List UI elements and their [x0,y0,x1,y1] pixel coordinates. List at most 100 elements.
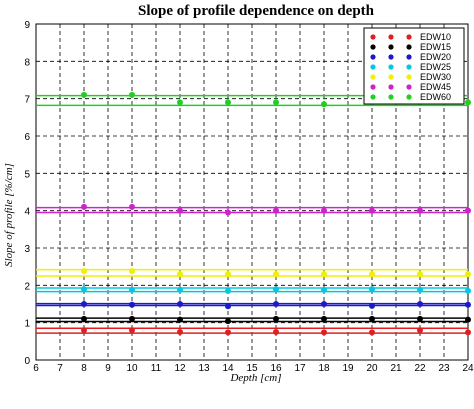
legend-label-edw20: EDW20 [420,52,451,62]
point-edw45 [225,209,231,216]
point-edw45 [369,207,375,214]
point-edw25 [321,286,327,293]
legend-box [363,27,465,105]
y-tick-label: 8 [24,57,30,68]
point-edw15 [273,315,279,322]
point-edw25 [465,287,471,294]
y-tick-label: 6 [24,132,30,143]
point-edw15 [321,315,327,322]
legend-marker-edw20 [406,54,412,60]
point-edw60 [129,91,135,98]
point-edw10 [417,327,423,334]
x-tick-label: 20 [366,363,378,374]
point-edw10 [81,327,87,334]
series-bands [36,94,468,334]
legend-label-edw45: EDW45 [420,82,451,92]
point-edw30 [225,271,231,278]
point-edw10 [321,329,327,336]
y-tick-label: 4 [24,207,30,218]
x-tick-label: 9 [105,363,111,374]
legend-marker-edw15 [406,44,412,50]
point-edw30 [177,271,183,278]
point-edw25 [369,286,375,293]
x-tick-label: 6 [33,363,39,374]
point-edw25 [417,286,423,293]
point-edw15 [369,315,375,322]
point-edw10 [225,329,231,336]
x-tick-label: 17 [294,363,306,374]
legend-marker-edw45 [370,84,376,90]
legend-marker-edw15 [388,44,394,50]
legend-marker-edw60 [406,94,412,100]
point-edw20 [465,301,471,308]
legend-marker-edw10 [370,34,376,40]
x-tick-label: 14 [222,363,234,374]
legend-label-edw25: EDW25 [420,62,451,72]
x-tick-label: 24 [462,363,474,374]
point-edw20 [273,301,279,307]
point-edw20 [129,301,135,308]
x-tick-label: 18 [318,363,330,374]
point-edw30 [417,271,423,278]
point-edw15 [225,318,231,325]
point-edw60 [225,99,231,106]
legend-marker-edw20 [370,54,376,60]
point-edw25 [273,286,279,293]
x-tick-label: 15 [246,363,258,374]
point-edw20 [369,302,375,309]
point-edw25 [177,286,183,293]
x-tick-label: 16 [270,363,282,374]
point-edw25 [225,287,231,294]
legend-label-edw10: EDW10 [420,32,451,42]
point-edw45 [321,207,327,214]
x-tick-label: 10 [126,363,138,374]
point-edw60 [177,99,183,106]
point-edw25 [129,286,135,293]
point-edw45 [177,207,183,214]
legend-marker-edw45 [406,84,412,90]
y-tick-label: 5 [24,169,30,180]
point-edw45 [417,207,423,214]
legend-marker-edw20 [388,54,394,60]
point-edw20 [417,301,423,307]
point-edw30 [369,271,375,278]
y-axis-ticks: 0 1 2 3 4 5 6 7 8 9 [24,20,30,367]
point-edw60 [465,99,471,106]
x-tick-label: 7 [57,363,63,374]
point-edw30 [273,271,279,278]
x-tick-label: 21 [390,363,402,374]
point-edw30 [81,268,87,275]
point-edw10 [369,329,375,336]
x-tick-label: 11 [151,363,162,374]
point-edw15 [417,315,423,322]
point-edw25 [81,286,87,293]
y-tick-label: 3 [24,244,30,255]
point-edw45 [81,203,87,210]
point-edw15 [129,315,135,322]
legend-marker-edw30 [388,74,394,80]
x-axis-ticks: 6 7 8 9 10 11 12 13 14 15 16 17 18 19 20 21 22 23 24 [33,363,474,374]
point-edw10 [465,329,471,336]
legend-marker-edw60 [388,94,394,100]
y-axis-label: Slope of profile [%/cm] [3,163,15,267]
point-edw60 [273,99,279,106]
point-edw10 [129,327,135,334]
point-edw10 [273,329,279,335]
y-tick-label: 9 [24,20,30,31]
y-tick-label: 0 [24,356,30,367]
point-edw30 [129,268,135,275]
point-edw15 [177,316,183,323]
point-edw30 [321,271,327,278]
point-edw60 [321,101,327,108]
x-tick-label: 22 [414,363,426,374]
legend-label-edw15: EDW15 [420,42,451,52]
chart-title: Slope of profile dependence on depth [138,3,375,19]
point-edw15 [465,316,471,323]
y-tick-label: 7 [24,95,30,106]
legend-marker-edw60 [370,94,376,100]
legend-label-edw30: EDW30 [420,72,451,82]
legend-marker-edw30 [406,74,412,80]
x-tick-label: 12 [174,363,186,374]
point-edw20 [225,303,231,310]
